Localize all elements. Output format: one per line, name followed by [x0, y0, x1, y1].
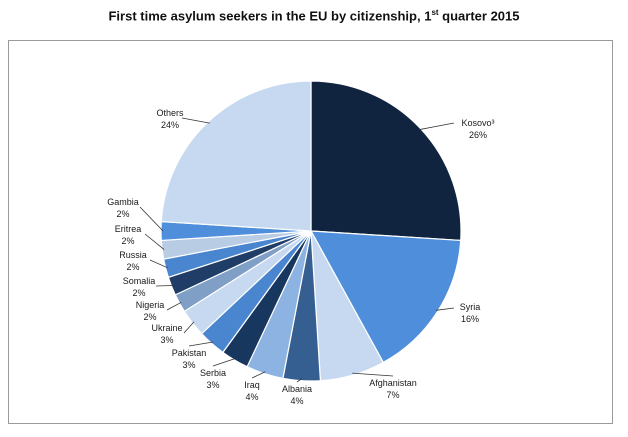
chart-title: First time asylum seekers in the EU by c…: [0, 8, 628, 23]
slice-value-iraq: 4%: [245, 392, 258, 402]
slice-label-pakistan: Pakistan: [172, 348, 207, 358]
slice-value-ukraine: 3%: [160, 335, 173, 345]
leader-line-afghanistan: [352, 372, 394, 377]
slice-label-nigeria: Nigeria: [136, 300, 165, 310]
leader-line-serbia: [212, 358, 236, 367]
leader-line-gambia: [139, 206, 164, 232]
slice-label-albania: Albania: [282, 384, 312, 394]
leader-line-somalia: [155, 285, 174, 287]
chart-frame: [8, 40, 613, 424]
slice-value-gambia: 2%: [116, 209, 129, 219]
leader-line-kosovo: [418, 122, 455, 131]
leader-line-pakistan: [188, 341, 214, 347]
slice-value-somalia: 2%: [132, 288, 145, 298]
slice-value-others: 24%: [161, 120, 179, 130]
leader-line-ukraine: [183, 321, 195, 334]
pie-slice-syria: [309, 230, 462, 364]
chart-title-main: First time asylum seekers in the EU by c…: [108, 8, 432, 24]
slice-value-serbia: 3%: [206, 380, 219, 390]
slice-label-iraq: Iraq: [244, 380, 260, 390]
pie-slice-kosovo: [310, 80, 462, 242]
slice-label-eritrea: Eritrea: [115, 224, 142, 234]
slice-label-serbia: Serbia: [200, 368, 226, 378]
slice-label-others: Others: [156, 108, 184, 118]
slice-label-syria: Syria: [460, 302, 481, 312]
chart-title-tail: quarter 2015: [438, 8, 520, 24]
slice-value-pakistan: 3%: [182, 360, 195, 370]
slice-label-ukraine: Ukraine: [151, 323, 182, 333]
slice-value-nigeria: 2%: [143, 312, 156, 322]
leader-line-others: [181, 117, 210, 124]
slice-value-afghanistan: 7%: [386, 390, 399, 400]
slice-label-gambia: Gambia: [107, 197, 139, 207]
slice-value-kosovo: 26%: [469, 130, 487, 140]
slice-label-somalia: Somalia: [123, 276, 156, 286]
leader-line-iraq: [251, 371, 266, 379]
leader-line-nigeria: [166, 301, 182, 311]
slice-label-afghanistan: Afghanistan: [369, 378, 417, 388]
leader-line-russia: [149, 259, 168, 269]
leader-line-syria: [435, 307, 455, 311]
slice-value-russia: 2%: [126, 262, 139, 272]
chart-title-superscript: st: [431, 8, 439, 17]
slice-value-albania: 4%: [290, 396, 303, 406]
slice-value-syria: 16%: [461, 314, 479, 324]
pie-slice-others: [160, 80, 312, 232]
leader-line-albania: [296, 378, 302, 383]
slice-label-kosovo: Kosovo³: [461, 118, 494, 128]
slice-value-eritrea: 2%: [121, 236, 134, 246]
leader-line-eritrea: [144, 233, 165, 250]
slice-label-russia: Russia: [119, 250, 147, 260]
